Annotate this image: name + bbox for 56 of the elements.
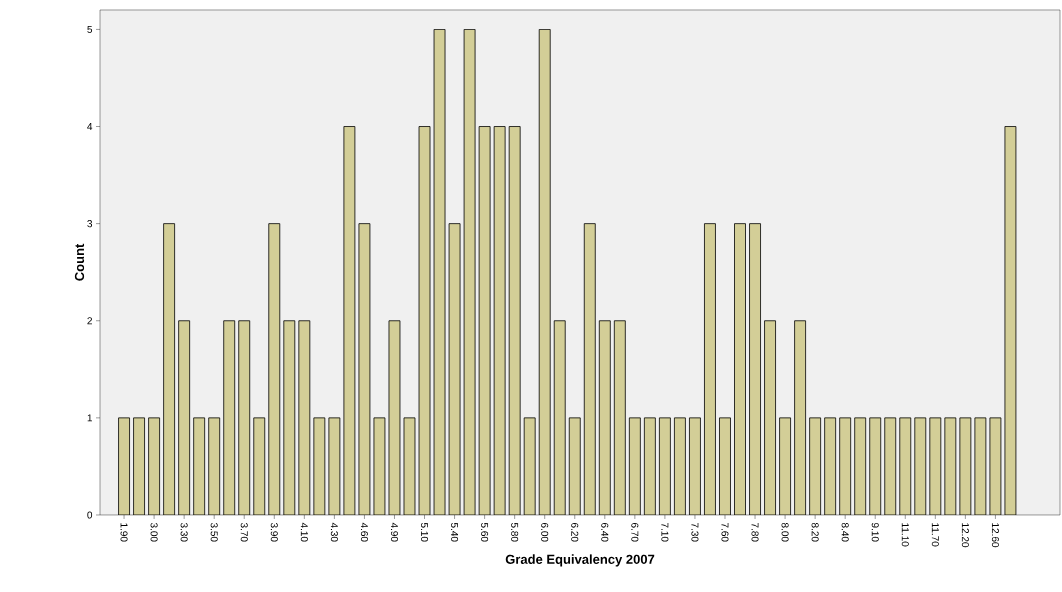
y-tick-label: 5 xyxy=(87,25,93,33)
x-tick-label: 3.70 xyxy=(240,522,248,542)
bar xyxy=(268,223,281,515)
x-tick-label: 5.80 xyxy=(511,522,519,542)
x-tick-label: 4.10 xyxy=(300,522,308,542)
y-tick-label: 0 xyxy=(87,511,93,519)
x-tick-label: 11.70 xyxy=(931,523,939,547)
x-tick-label: 5.10 xyxy=(420,522,429,542)
x-tick-label: 4.60 xyxy=(360,522,368,542)
bar xyxy=(508,126,521,515)
bar xyxy=(553,320,566,515)
bar xyxy=(223,320,236,515)
bar xyxy=(163,223,176,515)
x-tick-label: 6.70 xyxy=(631,523,639,542)
x-tick-label: 3.50 xyxy=(210,522,218,542)
x-tick-label: 3.90 xyxy=(270,522,278,542)
x-tick-label: 4.90 xyxy=(390,522,399,542)
x-tick-label: 7.80 xyxy=(751,523,759,542)
x-tick-label: 8.40 xyxy=(841,522,849,542)
x-tick-label: 12.60 xyxy=(991,523,999,548)
bar xyxy=(238,320,251,515)
y-tick-label: 3 xyxy=(87,220,93,228)
bar xyxy=(794,320,806,515)
bar xyxy=(283,320,296,515)
x-tick-label: 7.60 xyxy=(721,523,729,542)
bar xyxy=(538,29,551,515)
y-tick-label: 2 xyxy=(87,317,92,325)
x-tick-label: 4.30 xyxy=(330,522,338,542)
x-tick-label: 7.10 xyxy=(661,523,669,542)
x-axis-title: Grade Equivalency 2007 xyxy=(505,554,655,567)
y-axis-title: Count xyxy=(74,243,85,281)
x-tick-label: 1.90 xyxy=(120,523,128,542)
bar xyxy=(704,223,716,515)
x-tick-label: 8.00 xyxy=(781,522,789,542)
x-tick-label: 9.10 xyxy=(871,522,879,542)
x-tick-label: 11.10 xyxy=(901,523,909,547)
x-tick-label: 6.40 xyxy=(601,523,609,542)
y-tick-label: 4 xyxy=(87,123,93,130)
x-tick-label: 7.30 xyxy=(691,523,699,542)
x-tick-label: 5.60 xyxy=(481,522,489,542)
bar xyxy=(734,223,746,515)
x-tick-label: 6.20 xyxy=(571,523,579,542)
x-tick-label: 12.20 xyxy=(961,523,969,548)
y-tick-label: 1 xyxy=(87,414,93,422)
bar xyxy=(764,320,776,515)
x-tick-label: 5.40 xyxy=(451,522,459,542)
bar xyxy=(598,320,611,515)
bar xyxy=(178,320,191,515)
bar xyxy=(749,223,761,515)
x-tick-label: 3.30 xyxy=(180,522,188,542)
bar xyxy=(298,320,311,515)
x-tick-label: 8.20 xyxy=(811,522,819,542)
bar xyxy=(613,320,626,515)
x-tick-label: 6.00 xyxy=(541,523,549,542)
x-tick-label: 3.00 xyxy=(150,522,158,542)
bar xyxy=(583,223,596,515)
